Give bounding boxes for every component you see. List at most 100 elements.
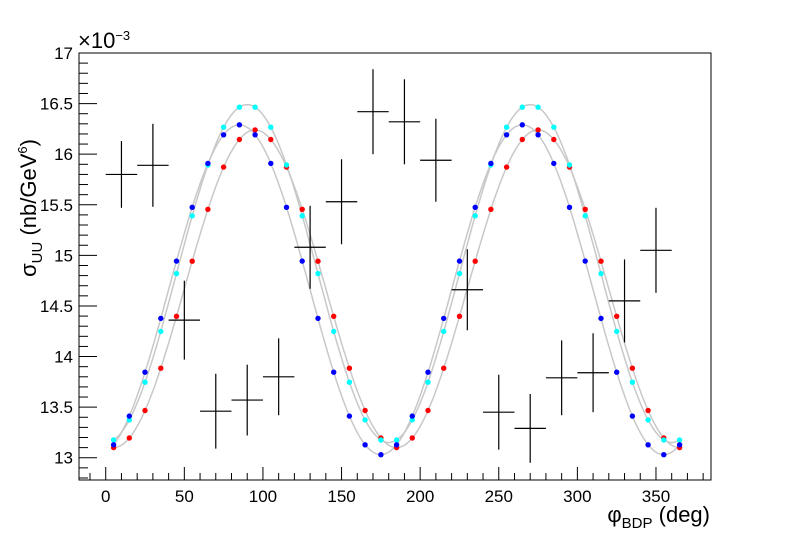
model-point-blue xyxy=(441,315,447,322)
model-point-red xyxy=(205,206,211,212)
model-point-red xyxy=(362,407,368,414)
data-layer xyxy=(105,69,672,463)
model-point-blue xyxy=(283,204,290,210)
model-point-blue xyxy=(645,442,651,448)
model-point-blue xyxy=(566,204,573,210)
x-tick-label: 250 xyxy=(485,487,513,506)
model-point-blue xyxy=(346,413,353,419)
y-tick-label: 14.5 xyxy=(40,297,73,316)
model-point-cyan xyxy=(441,328,447,335)
model-point-blue xyxy=(425,369,431,375)
model-point-blue xyxy=(535,132,541,138)
data-point xyxy=(357,69,389,155)
model-point-red xyxy=(252,127,258,133)
model-point-cyan xyxy=(110,437,117,443)
model-point-red xyxy=(551,136,557,143)
model-point-cyan xyxy=(362,417,368,423)
model-point-cyan xyxy=(331,328,337,335)
y-tick-label: 14 xyxy=(54,348,73,367)
x-tick-label: 50 xyxy=(175,487,194,506)
model-point-cyan xyxy=(189,213,195,219)
model-point-blue xyxy=(299,258,305,264)
model-point-cyan xyxy=(535,104,541,110)
model-point-cyan xyxy=(393,437,400,443)
model-point-cyan xyxy=(503,124,510,130)
model-point-cyan xyxy=(551,124,557,130)
model-point-cyan xyxy=(629,379,636,385)
model-point-red xyxy=(173,313,180,319)
y-tick-label: 15 xyxy=(54,246,73,265)
data-point xyxy=(451,249,484,331)
model-point-red xyxy=(614,313,620,319)
model-point-blue xyxy=(629,413,636,419)
y-axis-title: σUU (nb/GeV6) xyxy=(15,139,46,277)
model-point-cyan xyxy=(173,270,180,277)
y-tick-label: 15.5 xyxy=(40,196,73,215)
model-point-red xyxy=(331,313,337,319)
x-tick-label: 300 xyxy=(563,487,591,506)
model-point-red xyxy=(346,365,353,371)
model-point-blue xyxy=(158,315,164,322)
plot-frame xyxy=(78,52,712,481)
model-point-red xyxy=(299,206,305,212)
y-tick-label: 16.5 xyxy=(40,95,73,114)
model-point-cyan xyxy=(315,270,321,277)
data-point xyxy=(200,373,232,449)
x-axis-title: φBDP (deg) xyxy=(607,502,710,532)
data-point xyxy=(640,207,672,293)
model-point-cyan xyxy=(268,124,274,130)
model-point-blue xyxy=(189,204,195,210)
model-point-blue xyxy=(661,452,667,458)
x-tick-label: 200 xyxy=(406,487,434,506)
model-point-cyan xyxy=(425,379,431,385)
model-point-red xyxy=(315,258,321,264)
data-point xyxy=(545,340,578,416)
y-multiplier: ×10−3 xyxy=(78,28,130,53)
model-point-red xyxy=(441,365,447,371)
model-point-cyan xyxy=(378,437,384,443)
x-tick-label: 350 xyxy=(642,487,670,506)
data-point xyxy=(608,259,641,343)
model-point-cyan xyxy=(252,104,258,110)
model-point-cyan xyxy=(283,162,290,168)
model-point-blue xyxy=(236,122,243,128)
model-point-red xyxy=(598,258,604,264)
data-point xyxy=(483,374,515,450)
model-point-cyan xyxy=(456,270,463,277)
data-point xyxy=(231,364,263,436)
model-point-blue xyxy=(378,452,384,458)
y-tick-label: 17 xyxy=(54,44,73,63)
model-curve-red xyxy=(113,129,680,449)
data-point xyxy=(577,333,609,413)
model-point-red xyxy=(409,435,415,441)
model-point-red xyxy=(582,206,588,212)
model-point-cyan xyxy=(519,104,525,110)
model-point-red xyxy=(472,258,478,264)
model-point-red xyxy=(142,407,148,414)
data-point xyxy=(105,141,138,208)
model-point-red xyxy=(236,136,243,143)
curves-layer xyxy=(112,103,681,456)
model-point-red xyxy=(456,313,463,319)
model-point-cyan xyxy=(661,437,667,443)
data-point xyxy=(168,280,201,360)
y-tick-label: 16 xyxy=(54,145,73,164)
x-tick-label: 150 xyxy=(327,487,355,506)
model-point-cyan xyxy=(142,379,148,385)
model-point-blue xyxy=(362,442,368,448)
model-point-blue xyxy=(456,258,463,264)
model-point-cyan xyxy=(126,417,132,423)
model-point-blue xyxy=(409,413,415,419)
model-point-blue xyxy=(220,132,227,138)
model-point-blue xyxy=(472,204,478,210)
y-tick-label: 13.5 xyxy=(40,398,73,417)
model-point-blue xyxy=(173,258,180,264)
model-point-blue xyxy=(268,160,274,167)
model-point-blue xyxy=(393,442,400,448)
model-point-blue xyxy=(582,258,588,264)
model-point-cyan xyxy=(158,328,164,335)
model-point-cyan xyxy=(598,270,604,277)
model-point-blue xyxy=(614,369,620,375)
x-tick-label: 0 xyxy=(101,487,110,506)
markers-layer xyxy=(110,104,683,458)
